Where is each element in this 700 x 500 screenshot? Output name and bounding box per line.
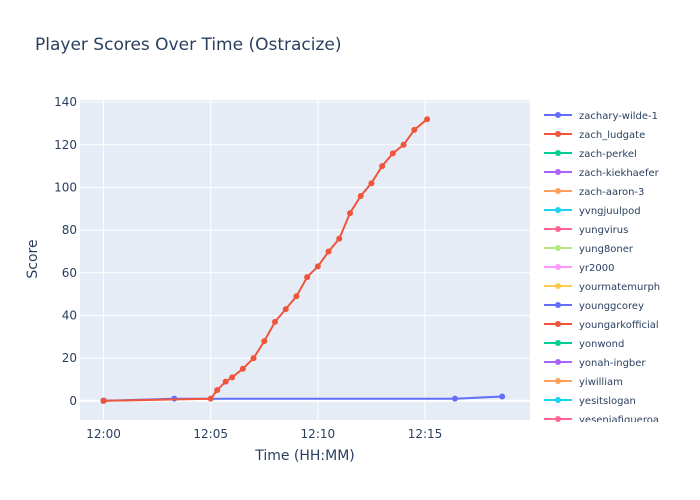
y-tick-label: 120 <box>54 138 77 152</box>
data-point <box>325 248 332 255</box>
legend-marker <box>555 188 561 194</box>
y-tick-label: 140 <box>54 95 77 109</box>
data-point <box>239 365 246 372</box>
legend-item[interactable]: yvngjuulpod <box>544 206 641 217</box>
data-point <box>379 163 386 170</box>
legend-item[interactable]: yesitslogan <box>544 396 636 407</box>
x-tick-label: 12:10 <box>301 427 336 441</box>
x-tick-label: 12:00 <box>86 427 121 441</box>
legend-marker <box>555 302 561 308</box>
legend-marker <box>555 264 561 270</box>
legend-marker <box>555 207 561 213</box>
plot-data <box>100 116 506 404</box>
plot-area <box>80 100 530 420</box>
legend-label: younggcorey <box>579 301 644 312</box>
data-point <box>411 126 418 133</box>
legend-item[interactable]: zach-kiekhaefer <box>544 168 660 179</box>
y-tick-label: 0 <box>69 394 77 408</box>
data-point <box>304 274 311 281</box>
legend-marker <box>555 321 561 327</box>
legend-item[interactable]: yiwilliam <box>544 377 623 388</box>
legend-item[interactable]: yungvirus <box>544 225 628 236</box>
legend-marker <box>555 226 561 232</box>
data-point <box>314 263 321 270</box>
y-axis-title: Score <box>25 239 41 278</box>
legend-label: yung8oner <box>579 244 634 255</box>
data-point <box>389 150 396 157</box>
legend-label: zach_ludgate <box>579 130 645 141</box>
legend-label: yonah-ingber <box>579 358 646 369</box>
data-point <box>214 387 221 394</box>
legend-label: yvngjuulpod <box>579 206 641 217</box>
data-point <box>229 374 236 381</box>
data-point <box>499 393 506 400</box>
legend-label: yonwond <box>579 339 624 350</box>
y-tick-label: 40 <box>62 308 77 322</box>
legend-item[interactable]: zach-aaron-3 <box>544 187 644 198</box>
legend-label: yungvirus <box>579 225 628 236</box>
legend-item[interactable]: younggcorey <box>544 301 644 312</box>
legend-item[interactable]: yeseniafigueroa <box>544 415 659 426</box>
legend-marker <box>555 359 561 365</box>
data-point <box>282 306 289 313</box>
legend-label: yourmatemurph <box>579 282 660 293</box>
y-tick-label: 20 <box>62 351 77 365</box>
legend[interactable]: zachary-wilde-1 zach_ludgate zach-perkel za… <box>544 111 660 426</box>
data-point <box>400 141 407 148</box>
data-point <box>222 378 229 385</box>
legend-item[interactable]: yourmatemurph <box>544 282 660 293</box>
data-point <box>261 338 268 345</box>
legend-marker <box>555 283 561 289</box>
legend-item[interactable]: yr2000 <box>544 263 614 274</box>
legend-label: yiwilliam <box>579 377 623 388</box>
legend-item[interactable]: zach-perkel <box>544 149 637 160</box>
legend-label: yesitslogan <box>579 396 636 407</box>
x-axis-ticks: 12:00 12:05 12:10 12:15 <box>86 427 442 441</box>
y-tick-label: 80 <box>62 223 77 237</box>
legend-label: zach-aaron-3 <box>579 187 644 198</box>
legend-marker <box>555 397 561 403</box>
legend-marker <box>555 112 561 118</box>
legend-marker <box>555 245 561 251</box>
legend-marker <box>555 150 561 156</box>
y-tick-label: 60 <box>62 266 77 280</box>
y-tick-label: 100 <box>54 180 77 194</box>
legend-item[interactable]: yung8oner <box>544 244 634 255</box>
legend-label: zachary-wilde-1 <box>579 111 658 122</box>
data-point <box>272 318 278 325</box>
y-axis-ticks: 0 20 40 60 80 100 120 140 <box>54 95 77 408</box>
legend-marker <box>555 131 561 137</box>
data-point <box>452 395 458 402</box>
data-point <box>424 116 431 123</box>
x-tick-label: 12:15 <box>408 427 443 441</box>
legend-marker <box>555 378 561 384</box>
data-point <box>207 395 214 402</box>
chart-title: Player Scores Over Time (Ostracize) <box>35 35 342 55</box>
legend-label: yr2000 <box>579 263 614 274</box>
x-axis-title: Time (HH:MM) <box>254 448 355 464</box>
data-point <box>250 355 257 362</box>
legend-item[interactable]: zach_ludgate <box>544 130 645 141</box>
legend-label: yeseniafigueroa <box>579 415 659 426</box>
legend-label: zach-perkel <box>579 149 637 160</box>
legend-marker <box>555 416 561 422</box>
data-point <box>100 397 107 404</box>
legend-label: zach-kiekhaefer <box>579 168 660 179</box>
legend-item[interactable]: yonwond <box>544 339 624 350</box>
legend-item[interactable]: youngarkofficial <box>544 320 659 331</box>
grid <box>80 100 530 420</box>
legend-item[interactable]: zachary-wilde-1 <box>544 111 658 122</box>
data-point <box>357 193 364 199</box>
legend-item[interactable]: yonah-ingber <box>544 358 646 369</box>
data-point <box>368 180 375 187</box>
series-zach_ludgate <box>100 116 431 404</box>
legend-marker <box>555 340 561 346</box>
data-point <box>347 210 353 217</box>
data-point <box>336 235 343 242</box>
x-tick-label: 12:05 <box>193 427 228 441</box>
legend-label: youngarkofficial <box>579 320 659 331</box>
legend-marker <box>555 169 561 175</box>
data-point <box>293 293 300 300</box>
